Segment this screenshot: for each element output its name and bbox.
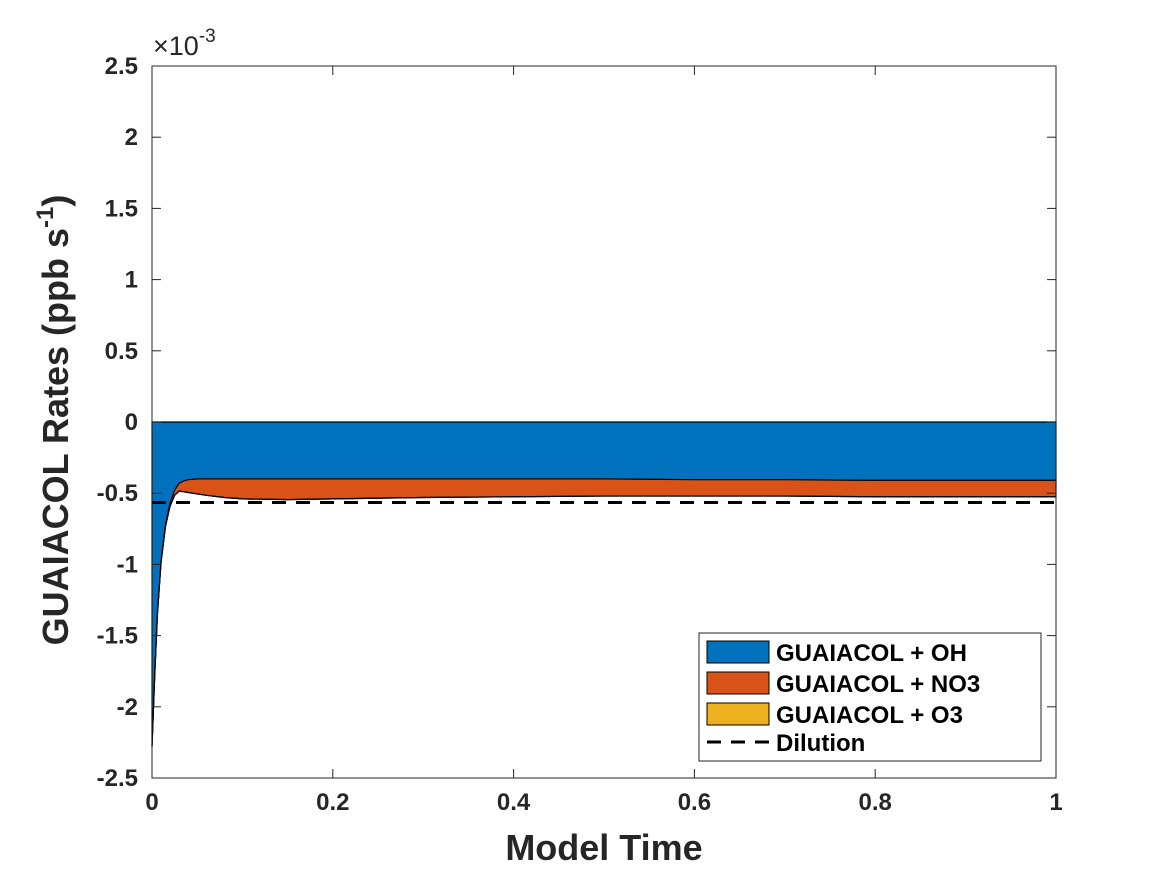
legend-label-oh: GUAIACOL + OH bbox=[776, 640, 967, 667]
y-tick-label: 1 bbox=[125, 267, 138, 294]
y-tick-label: 1.5 bbox=[105, 195, 138, 222]
y-axis-ticks: 2.5 2 1.5 1 0.5 0 -0.5 -1 -1.5 -2 -2.5 bbox=[97, 53, 1056, 792]
legend-swatch-oh bbox=[706, 640, 770, 664]
y-tick-label: 0 bbox=[125, 409, 138, 436]
x-axis-ticks: 0 0.2 0.4 0.6 0.8 1 bbox=[145, 66, 1063, 816]
y-tick-label: 2.5 bbox=[105, 53, 138, 80]
y-tick-label: -1.5 bbox=[97, 623, 138, 650]
y-tick-label: 2 bbox=[125, 124, 138, 151]
multiplier-base: 10 bbox=[169, 31, 199, 61]
x-axis-label: Model Time bbox=[505, 827, 702, 868]
legend-swatch-no3 bbox=[706, 671, 770, 695]
legend: GUAIACOL + OH GUAIACOL + NO3 GUAIACOL + … bbox=[698, 632, 1042, 762]
y-tick-label: -2.5 bbox=[97, 765, 138, 792]
y-tick-label: 0.5 bbox=[105, 338, 138, 365]
x-tick-label: 1 bbox=[1049, 789, 1062, 816]
y-axis-label-main: GUAIACOL Rates (ppb s bbox=[35, 228, 76, 645]
legend-label-o3: GUAIACOL + O3 bbox=[776, 702, 963, 729]
axis-multiplier: ×10-3 bbox=[153, 26, 216, 61]
y-axis-label: GUAIACOL Rates (ppb s-1) bbox=[32, 195, 76, 646]
y-tick-label: -0.5 bbox=[97, 480, 138, 507]
legend-swatch-o3 bbox=[706, 702, 770, 726]
x-tick-label: 0.2 bbox=[316, 789, 349, 816]
multiplier-exponent: -3 bbox=[199, 26, 216, 47]
y-axis-label-exponent: -1 bbox=[32, 207, 59, 228]
legend-label-dilution: Dilution bbox=[776, 730, 865, 757]
y-tick-label: -1 bbox=[117, 551, 138, 578]
x-tick-label: 0 bbox=[145, 789, 158, 816]
x-tick-label: 0.6 bbox=[678, 789, 711, 816]
y-tick-label: -2 bbox=[117, 694, 138, 721]
y-axis-label-close: ) bbox=[35, 195, 76, 207]
x-tick-label: 0.4 bbox=[497, 789, 531, 816]
area-series-3 bbox=[151, 490, 1056, 747]
legend-label-no3: GUAIACOL + NO3 bbox=[776, 671, 980, 698]
x-tick-label: 0.8 bbox=[859, 789, 892, 816]
multiplier-sign: × bbox=[153, 31, 169, 61]
